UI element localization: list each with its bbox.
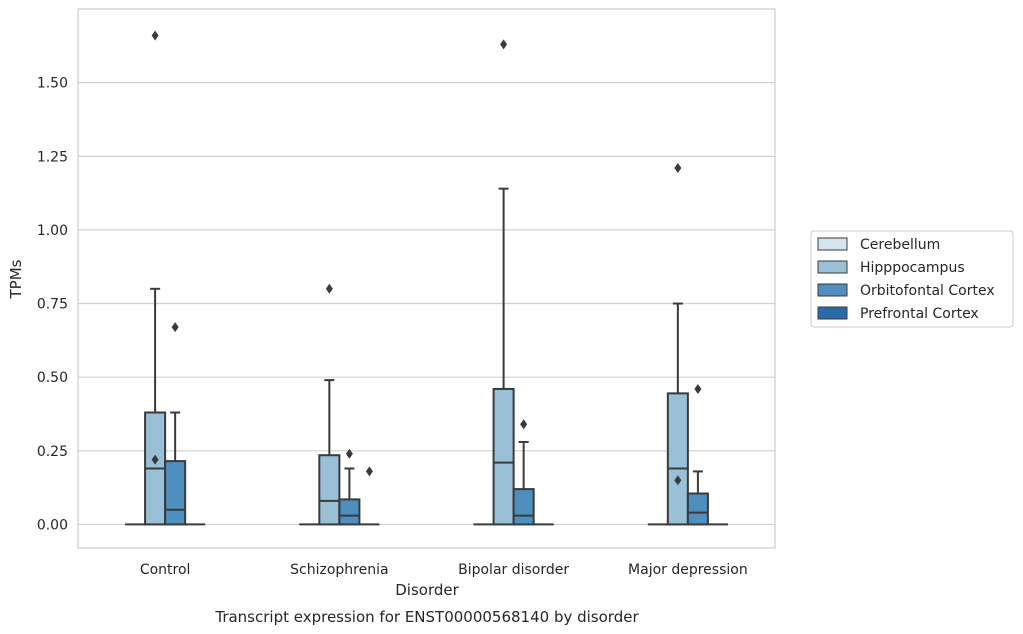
box-group (666, 163, 689, 526)
box (512, 488, 535, 526)
x-tick-label: Major depression (628, 562, 748, 578)
box-group (144, 30, 167, 526)
box (338, 498, 361, 526)
gridlines (78, 82, 775, 526)
box-group (338, 448, 361, 526)
box (492, 387, 515, 526)
x-tick-label: Schizophrenia (290, 562, 388, 578)
outlier-marker (694, 383, 702, 394)
y-axis-ticks: 0.00 0.25 0.50 0.75 1.00 1.25 1.50 (37, 76, 68, 534)
y-tick-label: 1.00 (37, 223, 68, 239)
y-tick-label: 0.00 (37, 517, 68, 533)
outlier-marker (151, 454, 159, 465)
y-tick-label: 1.25 (37, 149, 68, 165)
plot-marks (125, 30, 728, 526)
x-tick-label: Bipolar disorder (458, 562, 569, 578)
legend-swatch (817, 260, 848, 274)
legend: Cerebellum Hipppocampus Orbitofontal Corte… (810, 230, 1014, 328)
legend-label: Cerebellum (860, 237, 940, 253)
plot-area-frame (77, 8, 776, 549)
legend-swatch (817, 237, 848, 251)
legend-label: Orbitofontal Cortex (860, 283, 995, 299)
box (666, 392, 689, 526)
box-group (492, 39, 515, 526)
chart-caption: Transcript expression for ENST0000056814… (214, 608, 639, 626)
legend-swatch (817, 306, 848, 320)
outlier-marker (345, 448, 353, 459)
x-tick-label: Control (140, 562, 191, 578)
y-tick-label: 0.50 (37, 370, 68, 386)
box (686, 492, 709, 526)
x-axis-ticks: Control Schizophrenia Bipolar disorder Majo… (140, 562, 748, 578)
outlier-marker (674, 475, 682, 486)
outlier-marker (500, 39, 508, 50)
y-axis-title: TPMs (7, 259, 25, 299)
box-group (512, 419, 535, 526)
y-tick-label: 0.75 (37, 297, 68, 313)
box-group (164, 322, 187, 526)
outlier-marker (520, 419, 528, 430)
box (318, 454, 341, 526)
legend-swatch (817, 283, 848, 297)
x-axis-title: Disorder (395, 581, 459, 599)
box-group (318, 283, 341, 526)
legend-label: Prefrontal Cortex (860, 306, 979, 322)
legend-frame (810, 230, 1014, 328)
outlier-marker (151, 30, 159, 41)
box (164, 460, 187, 526)
y-tick-label: 0.25 (37, 444, 68, 460)
outlier-marker (365, 466, 373, 477)
outlier-marker (325, 283, 333, 294)
outlier-marker (674, 163, 682, 174)
legend-label: Hipppocampus (860, 260, 965, 276)
outlier-marker (171, 322, 179, 333)
box-group (359, 466, 380, 526)
box-group (686, 383, 709, 526)
y-tick-label: 1.50 (37, 76, 68, 92)
